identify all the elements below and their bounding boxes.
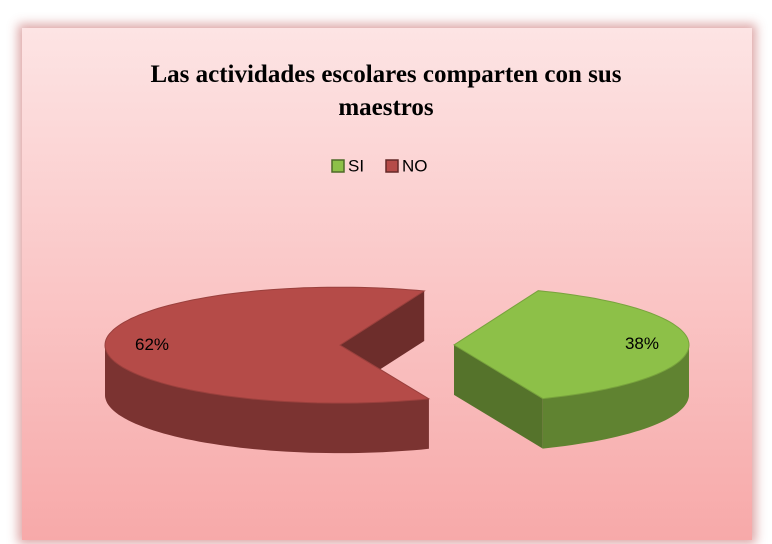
chart-title: Las actividades escolares comparten con … <box>150 61 622 121</box>
slice <box>104 286 431 404</box>
chart-area <box>22 28 752 540</box>
legend-swatch <box>331 159 345 173</box>
slice-side <box>454 344 543 449</box>
slice-wall <box>105 345 429 454</box>
data-label: 62% <box>135 335 169 354</box>
slice-wall <box>542 344 689 449</box>
slice <box>453 290 690 400</box>
legend-label: SI <box>348 156 364 175</box>
data-label: 38% <box>625 334 659 353</box>
legend-label: NO <box>402 156 428 175</box>
legend-swatch <box>385 159 399 173</box>
